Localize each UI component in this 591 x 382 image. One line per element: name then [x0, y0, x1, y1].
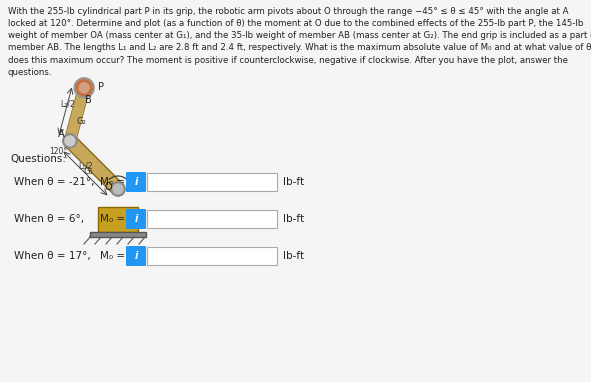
- Circle shape: [113, 184, 123, 194]
- Bar: [147, 210, 277, 228]
- Text: M₀ =: M₀ =: [100, 214, 125, 224]
- Text: With the 255-lb cylindrical part P in its grip, the robotic arm pivots about O t: With the 255-lb cylindrical part P in it…: [8, 7, 591, 77]
- Text: When θ = 6°,: When θ = 6°,: [14, 214, 84, 224]
- Text: lb-ft: lb-ft: [283, 251, 304, 261]
- Circle shape: [74, 78, 94, 98]
- Text: G₁: G₁: [83, 167, 93, 176]
- Text: A: A: [57, 129, 64, 139]
- Text: 120°: 120°: [49, 147, 67, 156]
- Text: i: i: [134, 214, 138, 224]
- Text: B: B: [85, 95, 92, 105]
- Bar: [90, 232, 146, 237]
- Circle shape: [79, 83, 89, 93]
- Circle shape: [111, 182, 125, 196]
- Circle shape: [63, 134, 77, 148]
- Text: M₀ =: M₀ =: [100, 251, 125, 261]
- Text: L₁/2: L₁/2: [78, 162, 93, 170]
- Text: When θ = -21°,: When θ = -21°,: [14, 177, 95, 187]
- Text: When θ = 17°,: When θ = 17°,: [14, 251, 91, 261]
- Bar: [147, 247, 277, 265]
- Text: M₀ =: M₀ =: [100, 177, 125, 187]
- Text: Questions:: Questions:: [10, 154, 66, 164]
- Text: O: O: [104, 182, 112, 192]
- Circle shape: [76, 80, 92, 96]
- FancyBboxPatch shape: [126, 246, 146, 266]
- Text: P: P: [98, 82, 104, 92]
- FancyBboxPatch shape: [126, 172, 146, 192]
- Text: lb-ft: lb-ft: [283, 214, 304, 224]
- Bar: [98, 207, 138, 232]
- FancyBboxPatch shape: [126, 209, 146, 229]
- Text: L₂/2: L₂/2: [60, 99, 75, 108]
- Bar: [147, 173, 277, 191]
- Text: lb-ft: lb-ft: [283, 177, 304, 187]
- Text: θ: θ: [133, 174, 138, 183]
- Text: i: i: [134, 177, 138, 187]
- Circle shape: [65, 136, 75, 146]
- Text: i: i: [134, 251, 138, 261]
- Text: G₂: G₂: [76, 117, 86, 126]
